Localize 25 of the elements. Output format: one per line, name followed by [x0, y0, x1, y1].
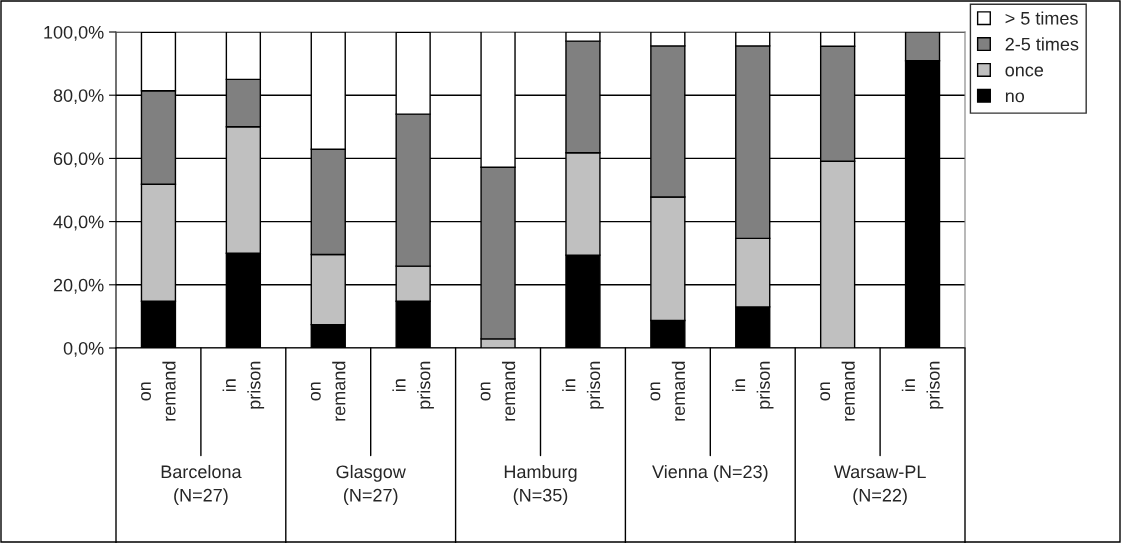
x-tick-label: on remand: [480, 361, 516, 421]
x-tick-label: in prison: [901, 361, 944, 409]
y-tick-label: 100,0%: [44, 25, 104, 41]
x-tick-label: on remand: [820, 361, 855, 421]
legend-label: > 5 times: [1005, 11, 1078, 25]
x-tick-label: in prison: [731, 361, 774, 409]
text: Barcelona (N=27): [161, 464, 242, 506]
text: Glasgow (N=27): [336, 464, 406, 506]
x-tick-label: in prison: [222, 361, 265, 409]
y-tick-label: 40,0%: [53, 215, 104, 231]
x-tick-label: in prison: [392, 361, 434, 409]
text: Hamburg (N=35): [504, 464, 577, 506]
legend-label: 2-5 times: [1005, 37, 1079, 51]
y-tick-label: 60,0%: [53, 152, 104, 168]
x-tick-label: on remand: [310, 361, 346, 421]
legend-label: once: [1005, 66, 1044, 77]
y-tick-label: 0,0%: [63, 341, 104, 357]
y-tick-label: 80,0%: [53, 89, 104, 105]
x-tick-label: on remand: [650, 361, 686, 421]
legend-label: no: [1005, 92, 1025, 103]
text: Vienna (N=23): [652, 464, 768, 482]
text: Warsaw-PL (N=22): [833, 465, 926, 506]
y-tick-label: 20,0%: [53, 278, 104, 294]
x-tick-label: on remand: [141, 361, 176, 421]
x-tick-label: in prison: [562, 361, 604, 409]
